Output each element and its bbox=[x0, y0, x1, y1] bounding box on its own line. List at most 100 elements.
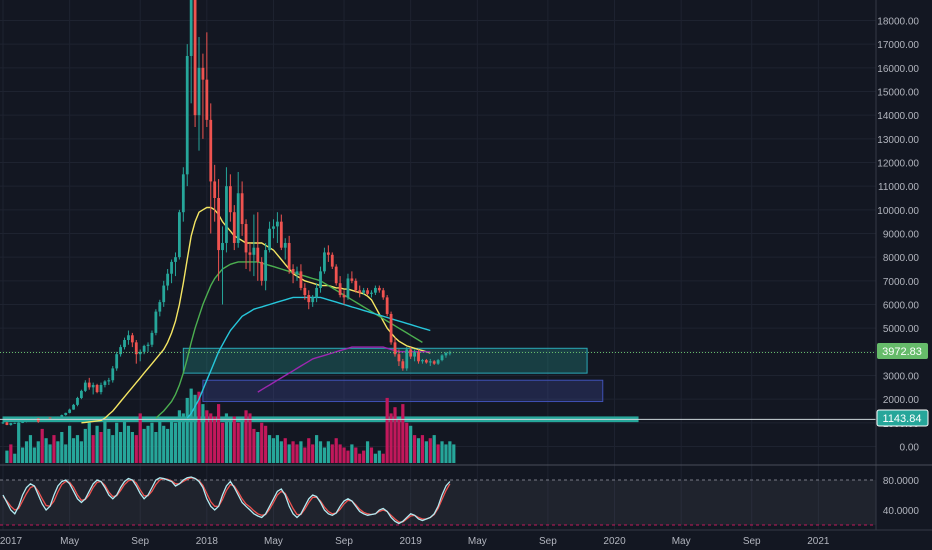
candle-body bbox=[260, 261, 264, 281]
volume-bar bbox=[452, 444, 456, 463]
volume-bar bbox=[346, 450, 350, 463]
grid-lines bbox=[0, 0, 876, 530]
candle-body bbox=[111, 368, 115, 381]
volume-bar bbox=[134, 435, 138, 463]
volume-bar bbox=[68, 425, 72, 463]
volume-bar bbox=[440, 441, 444, 463]
candlestick-series bbox=[1, 0, 452, 426]
last-price-badge bbox=[877, 343, 928, 359]
volume-bar bbox=[283, 438, 287, 463]
volume-bar bbox=[381, 453, 385, 463]
candle-body bbox=[91, 384, 95, 388]
volume-bar bbox=[40, 428, 44, 463]
volume-bar bbox=[448, 441, 452, 463]
price-tick-label: 15000.00 bbox=[877, 87, 919, 98]
candle-body bbox=[225, 186, 228, 243]
candle-body bbox=[436, 360, 440, 364]
price-tick-label: 2000.00 bbox=[883, 395, 920, 406]
candle-body bbox=[342, 295, 346, 298]
candle-body bbox=[5, 422, 9, 425]
candle-body bbox=[377, 287, 381, 291]
volume-bar bbox=[217, 404, 221, 463]
candle-body bbox=[303, 287, 307, 296]
candle-body bbox=[232, 212, 236, 243]
volume-bar bbox=[71, 438, 76, 463]
time-tick-label: 2020 bbox=[603, 536, 626, 547]
candle-body bbox=[295, 271, 299, 274]
price-tick-label: 5000.00 bbox=[883, 324, 920, 335]
candle-body bbox=[401, 361, 405, 369]
level-price-label: 1143.84 bbox=[883, 413, 922, 425]
candle-body bbox=[272, 226, 275, 229]
level-price-badge bbox=[876, 409, 929, 427]
volume-bar bbox=[209, 413, 213, 463]
volume-bar bbox=[232, 416, 236, 463]
price-tick-label: 16000.00 bbox=[877, 64, 919, 75]
volume-bar bbox=[311, 444, 315, 463]
price-tick-label: 7000.00 bbox=[883, 277, 920, 288]
candle-body bbox=[197, 67, 201, 116]
candle-body bbox=[213, 181, 217, 198]
volume-bar bbox=[75, 435, 80, 463]
last-price-label: 3972.83 bbox=[882, 346, 922, 358]
candle-body bbox=[279, 221, 283, 248]
candle-body bbox=[397, 354, 401, 362]
candle-body bbox=[323, 252, 326, 272]
price-tick-label: 6000.00 bbox=[883, 300, 920, 311]
candle-body bbox=[326, 252, 330, 255]
price-badges: 3972.83 1143.84 bbox=[876, 343, 929, 427]
volume-bar bbox=[162, 425, 166, 463]
oscillator-axis[interactable]: 80.0000 40.0000 bbox=[883, 476, 920, 517]
time-tick-label: Sep bbox=[743, 536, 761, 547]
candle-body bbox=[99, 384, 103, 393]
candle-body bbox=[115, 354, 119, 369]
candle-body bbox=[119, 347, 122, 355]
volume-bar bbox=[279, 441, 283, 463]
volume-bar bbox=[166, 428, 170, 463]
volume-bar bbox=[5, 450, 9, 463]
volume-bar bbox=[158, 416, 162, 463]
price-axis[interactable]: 18000.00 17000.00 16000.00 15000.00 14000.00… bbox=[877, 16, 919, 453]
volume-bar bbox=[369, 447, 374, 463]
volume-bar bbox=[338, 444, 342, 463]
volume-bar bbox=[83, 428, 87, 463]
candle-body bbox=[256, 247, 260, 262]
candle-body bbox=[221, 242, 224, 251]
candle-body bbox=[228, 186, 232, 213]
candle-body bbox=[287, 242, 291, 269]
time-tick-label: May bbox=[264, 536, 283, 547]
volume-bar bbox=[56, 441, 60, 463]
volume-bar bbox=[260, 422, 264, 463]
candle-body bbox=[362, 290, 366, 293]
volume-bar bbox=[24, 441, 29, 463]
volume-bar bbox=[220, 422, 225, 463]
candle-body bbox=[95, 384, 99, 393]
volume-bar bbox=[111, 435, 115, 463]
volume-bar bbox=[181, 413, 185, 463]
volume-bar bbox=[420, 435, 425, 463]
candle-body bbox=[56, 416, 60, 418]
volume-bar bbox=[99, 432, 103, 463]
candle-body bbox=[307, 295, 311, 303]
volume-bar bbox=[358, 453, 362, 463]
candle-body bbox=[264, 250, 268, 281]
volume-bar bbox=[267, 435, 272, 463]
candle-body bbox=[158, 302, 162, 312]
volume-bar bbox=[409, 425, 413, 463]
volume-bar bbox=[362, 450, 366, 463]
volume-bar bbox=[444, 444, 448, 463]
candle-body bbox=[346, 278, 350, 298]
candle-body bbox=[80, 390, 83, 398]
candle-body bbox=[107, 380, 111, 382]
candle-body bbox=[138, 351, 142, 355]
candle-body bbox=[374, 287, 377, 293]
candle-body bbox=[127, 335, 130, 340]
candle-body bbox=[252, 247, 256, 255]
volume-bar bbox=[28, 435, 33, 463]
candle-body bbox=[103, 381, 107, 385]
time-axis[interactable]: 2017 May Sep 2018 May Sep 2019 May Sep 2020 May Sep… bbox=[0, 536, 830, 547]
time-tick-label: Sep bbox=[539, 536, 557, 547]
candle-body bbox=[217, 197, 220, 251]
candle-body bbox=[381, 290, 385, 298]
